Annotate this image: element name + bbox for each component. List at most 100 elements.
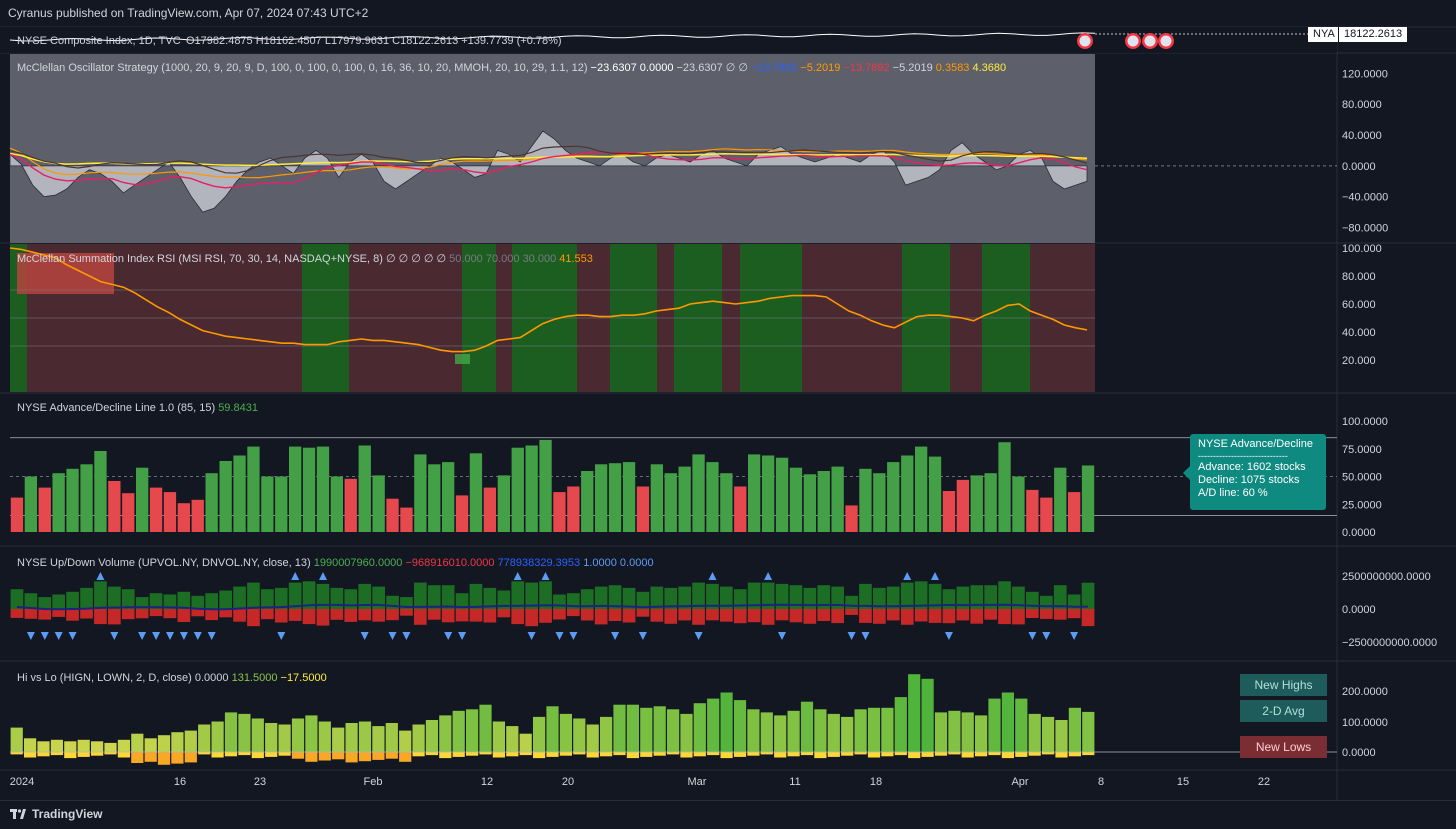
up-volume-bar (177, 591, 191, 609)
oscillator-legend-value: −13.7892 (751, 62, 800, 74)
up-volume-bar (511, 581, 525, 609)
ad-bar (330, 476, 343, 532)
oscillator-legend-value: −23.6307 (591, 62, 640, 74)
down-volume-bar (998, 609, 1011, 625)
down-triangle-icon (527, 632, 536, 640)
ad-bar (38, 487, 51, 532)
rsi-legend-value: 70.000 (486, 253, 523, 265)
ad-bar (414, 454, 427, 532)
ad-bar (358, 445, 371, 532)
new-lows-bar (1028, 752, 1041, 756)
ad-tooltip-advance: Advance: 1602 stocks (1198, 461, 1306, 473)
ad-bar (163, 492, 177, 532)
ad-bar (622, 462, 636, 532)
down-triangle-icon (26, 632, 35, 640)
new-lows-bar (278, 752, 291, 756)
down-triangle-icon (40, 632, 49, 640)
chart-canvas[interactable]: NYSE Composite Index, 1D, TVC O17982.4875… (0, 0, 1456, 800)
down-volume-bar (52, 609, 65, 617)
down-volume-bar (678, 609, 691, 621)
new-lows-bar (640, 752, 653, 757)
oscillator-legend-value: ∅ (738, 62, 751, 74)
ad-bar (984, 473, 997, 532)
new-highs-bar (961, 712, 974, 752)
tradingview-logo[interactable]: TradingView (10, 807, 102, 821)
down-volume-bar (1053, 609, 1067, 620)
ad-bar (511, 447, 524, 532)
up-triangle-icon (319, 572, 327, 580)
symbol-tag: NYA (1308, 27, 1340, 42)
down-triangle-icon (166, 632, 174, 640)
down-triangle-icon (110, 632, 119, 640)
down-volume-bar (497, 609, 511, 618)
new-lows-bar (506, 752, 519, 757)
up-volume-bar (580, 589, 594, 609)
down-volume-bar (511, 609, 525, 625)
down-triangle-icon (444, 632, 453, 640)
new-lows-bar (358, 752, 372, 762)
down-volume-bar (664, 609, 678, 624)
new-highs-bar (854, 709, 867, 752)
ad-bar (595, 464, 608, 532)
new-highs-bar (586, 724, 599, 752)
oscillator-legend-value: −5.2019 (800, 62, 843, 74)
new-lows-bar (117, 752, 130, 758)
time-axis-label: Feb (364, 776, 383, 788)
down-volume-bar (121, 609, 135, 620)
new-highs-bar (747, 709, 760, 752)
oscillator-legend-title: McClellan Oscillator Strategy (1000, 20,… (17, 62, 591, 74)
ad-legend-title: NYSE Advance/Decline Line 1.0 (85, 15) (17, 402, 218, 414)
down-volume-bar (1067, 609, 1081, 619)
net-volume-line (16, 603, 1089, 611)
up-volume-bar (720, 586, 733, 609)
new-lows-bar (157, 752, 171, 765)
new-highs-bar (439, 715, 452, 752)
up-volume-bar (886, 586, 900, 609)
ad-bar (720, 473, 733, 532)
new-lows-bar (948, 752, 961, 755)
ad-axis-label: 100.0000 (1342, 416, 1388, 428)
ad-bar (789, 467, 803, 532)
down-triangle-icon (611, 632, 620, 640)
down-volume-bar (38, 609, 52, 620)
ad-bar (400, 507, 413, 532)
ad-bar (52, 473, 65, 532)
ad-bar (24, 476, 37, 532)
hilo-legend-title: Hi vs Lo (HIGN, LOWN, 2, D, close) (17, 672, 195, 684)
down-volume-bar (942, 609, 956, 624)
down-volume-bar (817, 609, 831, 621)
up-volume-bar (219, 590, 232, 609)
new-highs-bar (720, 692, 733, 752)
new-lows-bar (519, 752, 532, 756)
oscillator-legend-value: −23.6307 (677, 62, 726, 74)
ad-bar (108, 481, 121, 532)
ad-axis-label: 75.0000 (1342, 444, 1382, 456)
time-axis-label: 23 (254, 776, 266, 788)
up-volume-bar (247, 582, 260, 609)
ad-axis-label: 50.0000 (1342, 472, 1382, 484)
oscillator-axis-label: −80.0000 (1342, 223, 1388, 235)
ad-bar (219, 461, 232, 532)
hilo-axis-label: 100.0000 (1342, 717, 1388, 729)
oscillator-axis-label: −40.0000 (1342, 192, 1388, 204)
down-volume-bar (650, 609, 664, 622)
down-volume-bar (803, 609, 817, 624)
top-bar: Cyranus published on TradingView.com, Ap… (0, 0, 1456, 26)
new-highs-bar (680, 713, 693, 752)
new-highs-bar (385, 723, 398, 752)
down-volume-bar (706, 609, 719, 621)
up-volume-bar (761, 582, 775, 609)
new-lows-bar (546, 752, 559, 757)
ad-bar (998, 442, 1011, 532)
up-volume-bar (483, 587, 497, 609)
new-lows-bar (720, 752, 733, 759)
time-axis-label: 11 (789, 776, 800, 788)
ad-bar (636, 486, 650, 532)
new-highs-bar (613, 704, 626, 752)
down-volume-bar (580, 609, 594, 621)
new-highs-bar (224, 712, 238, 752)
down-triangle-icon (555, 632, 564, 640)
up-volume-bar (121, 589, 135, 609)
new-lows-bar (827, 752, 840, 757)
up-volume-bar (956, 586, 970, 609)
